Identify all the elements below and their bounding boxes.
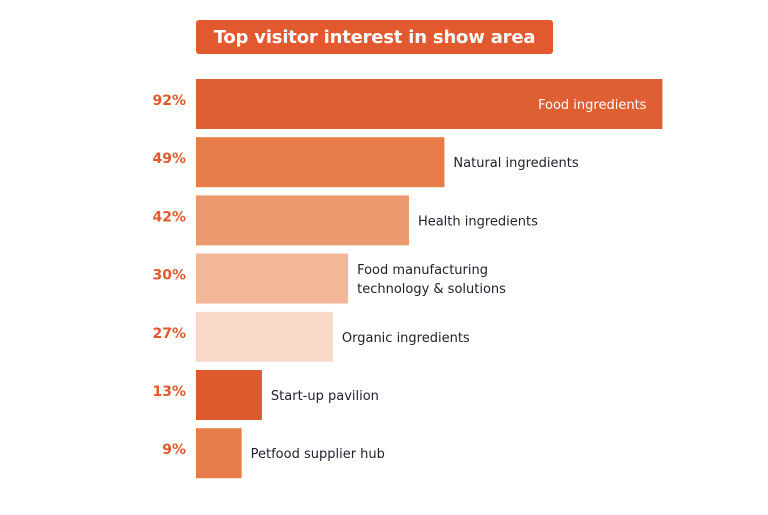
bar-5 <box>196 311 333 362</box>
category-label-line: Petfood supplier hub <box>251 447 385 462</box>
category-label-line: Start-up pavilion <box>271 389 379 404</box>
percent-label-7: 9% <box>162 442 186 458</box>
category-label-line: Natural ingredients <box>453 156 578 171</box>
percent-label-3: 42% <box>152 209 186 225</box>
percent-label-1: 92% <box>152 93 186 109</box>
category-label-4: Food manufacturing technology & solutions <box>357 263 506 297</box>
percent-label-5: 27% <box>152 326 186 342</box>
bar-2 <box>196 137 445 188</box>
bar-7 <box>196 428 242 479</box>
category-label-line: Organic ingredients <box>342 331 470 346</box>
category-label-line: Food manufacturing <box>357 263 488 278</box>
category-label-line: technology & solutions <box>357 282 506 297</box>
percent-label-6: 13% <box>152 384 186 400</box>
category-label-line: Food ingredients <box>538 98 647 113</box>
category-label-2: Natural ingredients <box>453 156 578 171</box>
bar-6 <box>196 370 262 420</box>
bar-3 <box>196 195 409 246</box>
percent-label-4: 30% <box>152 268 186 284</box>
bar-4 <box>196 253 349 304</box>
category-label-7: Petfood supplier hub <box>251 447 385 462</box>
percent-label-2: 49% <box>152 151 186 167</box>
category-label-line: Health ingredients <box>418 214 538 229</box>
category-label-1: Food ingredients <box>538 98 647 113</box>
bar-1 <box>196 79 663 129</box>
chart-title-banner: Top visitor interest in show area <box>196 20 553 54</box>
category-label-5: Organic ingredients <box>342 331 470 346</box>
chart-title: Top visitor interest in show area <box>213 26 536 48</box>
category-label-3: Health ingredients <box>418 214 538 229</box>
category-label-6: Start-up pavilion <box>271 389 379 404</box>
